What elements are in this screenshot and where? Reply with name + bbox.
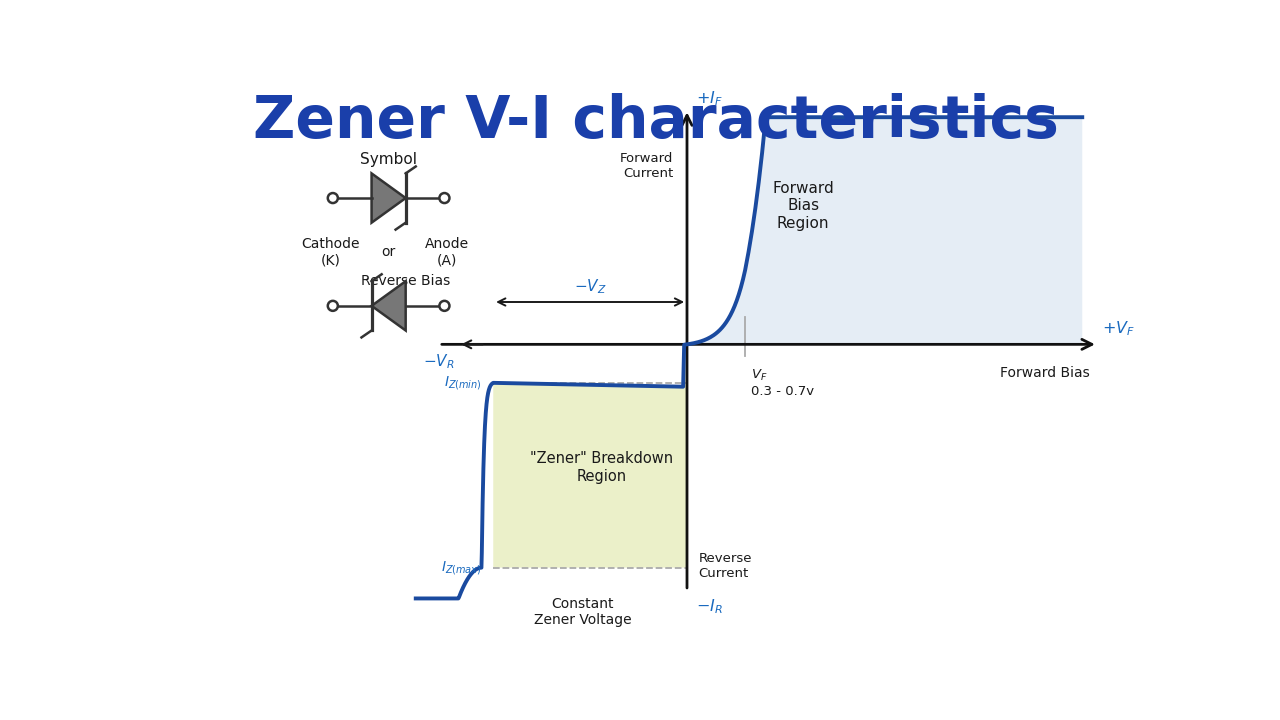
Text: Reverse Bias: Reverse Bias xyxy=(361,274,451,288)
Text: Zener V-I characteristics: Zener V-I characteristics xyxy=(253,93,1059,150)
Text: $V_F$
0.3 - 0.7v: $V_F$ 0.3 - 0.7v xyxy=(751,367,814,397)
Text: Constant
Zener Voltage: Constant Zener Voltage xyxy=(534,597,631,627)
Polygon shape xyxy=(371,174,406,222)
Circle shape xyxy=(328,301,338,311)
Text: $+I_F$: $+I_F$ xyxy=(696,89,723,108)
Text: Reverse
Current: Reverse Current xyxy=(699,552,753,580)
Text: or: or xyxy=(381,245,396,259)
Text: "Zener" Breakdown
Region: "Zener" Breakdown Region xyxy=(530,451,673,484)
Text: $-V_Z$: $-V_Z$ xyxy=(573,277,607,296)
Circle shape xyxy=(439,301,449,311)
Circle shape xyxy=(439,193,449,203)
Text: $-V_R$: $-V_R$ xyxy=(422,352,454,371)
Text: $I_{Z(min)}$: $I_{Z(min)}$ xyxy=(444,374,481,392)
Polygon shape xyxy=(687,117,1083,344)
Text: Forward
Current: Forward Current xyxy=(620,152,673,180)
Circle shape xyxy=(328,193,338,203)
Text: $+V_F$: $+V_F$ xyxy=(1102,320,1134,338)
Text: Anode
(A): Anode (A) xyxy=(425,237,468,267)
Text: Cathode
(K): Cathode (K) xyxy=(301,237,360,267)
Polygon shape xyxy=(493,344,687,567)
Polygon shape xyxy=(371,282,406,330)
Text: Symbol: Symbol xyxy=(360,152,417,167)
Text: $-I_R$: $-I_R$ xyxy=(696,597,723,616)
Text: Forward
Bias
Region: Forward Bias Region xyxy=(772,181,835,230)
Text: $I_{Z(max)}$: $I_{Z(max)}$ xyxy=(442,559,481,577)
Text: Forward Bias: Forward Bias xyxy=(1000,366,1091,380)
